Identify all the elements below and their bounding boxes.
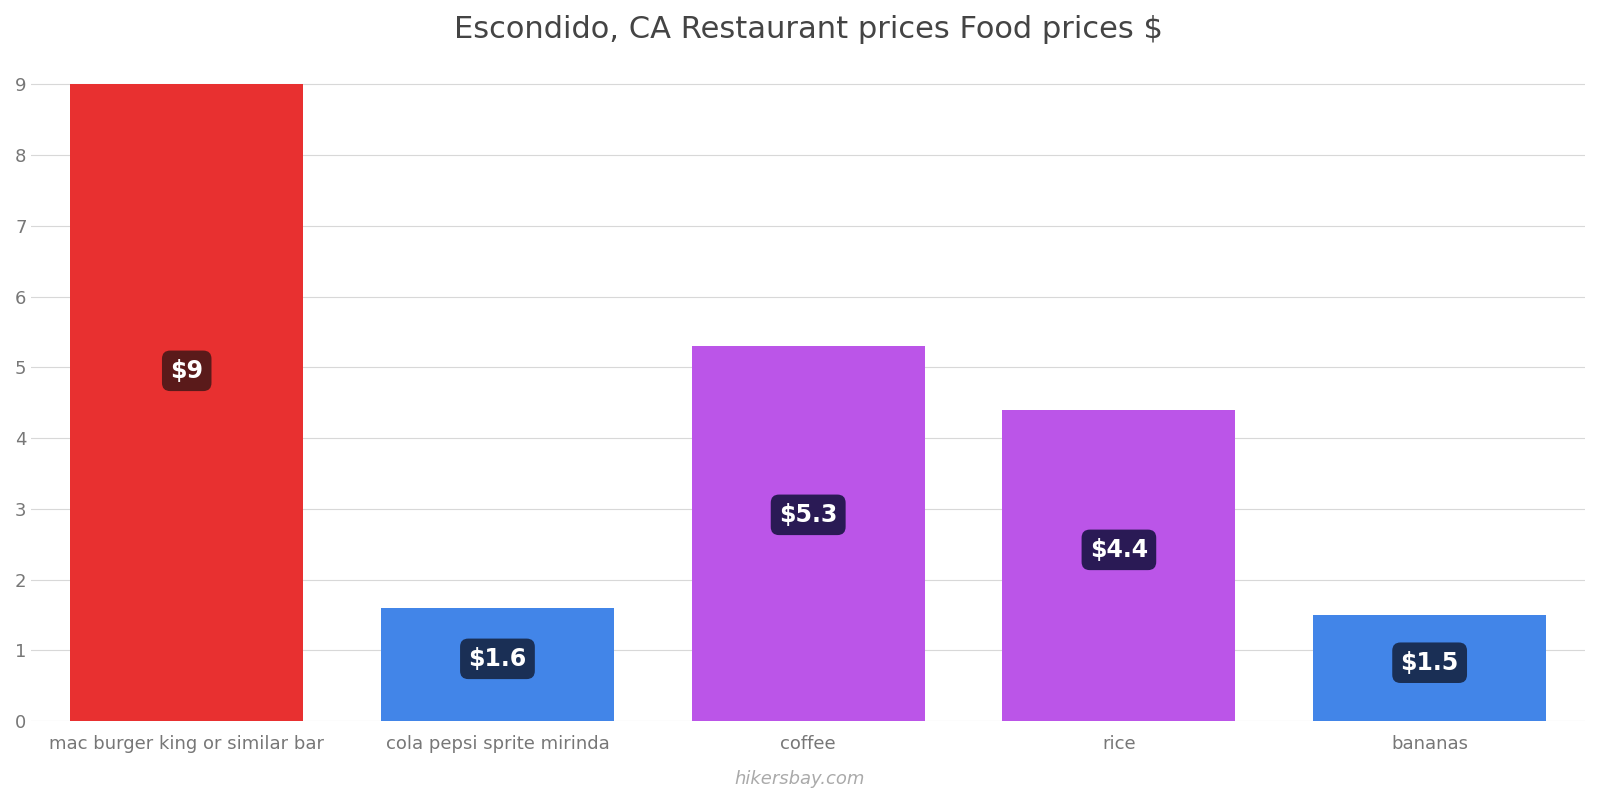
Text: $1.5: $1.5 bbox=[1400, 650, 1459, 674]
Title: Escondido, CA Restaurant prices Food prices $: Escondido, CA Restaurant prices Food pri… bbox=[454, 15, 1163, 44]
Text: $9: $9 bbox=[170, 359, 203, 383]
Text: hikersbay.com: hikersbay.com bbox=[734, 770, 866, 788]
Bar bbox=[691, 346, 925, 721]
Text: $1.6: $1.6 bbox=[469, 647, 526, 671]
Text: $4.4: $4.4 bbox=[1090, 538, 1147, 562]
Text: $5.3: $5.3 bbox=[779, 503, 837, 527]
Bar bbox=[381, 608, 614, 721]
Bar bbox=[70, 84, 304, 721]
Bar bbox=[1002, 410, 1235, 721]
Bar bbox=[1314, 615, 1546, 721]
